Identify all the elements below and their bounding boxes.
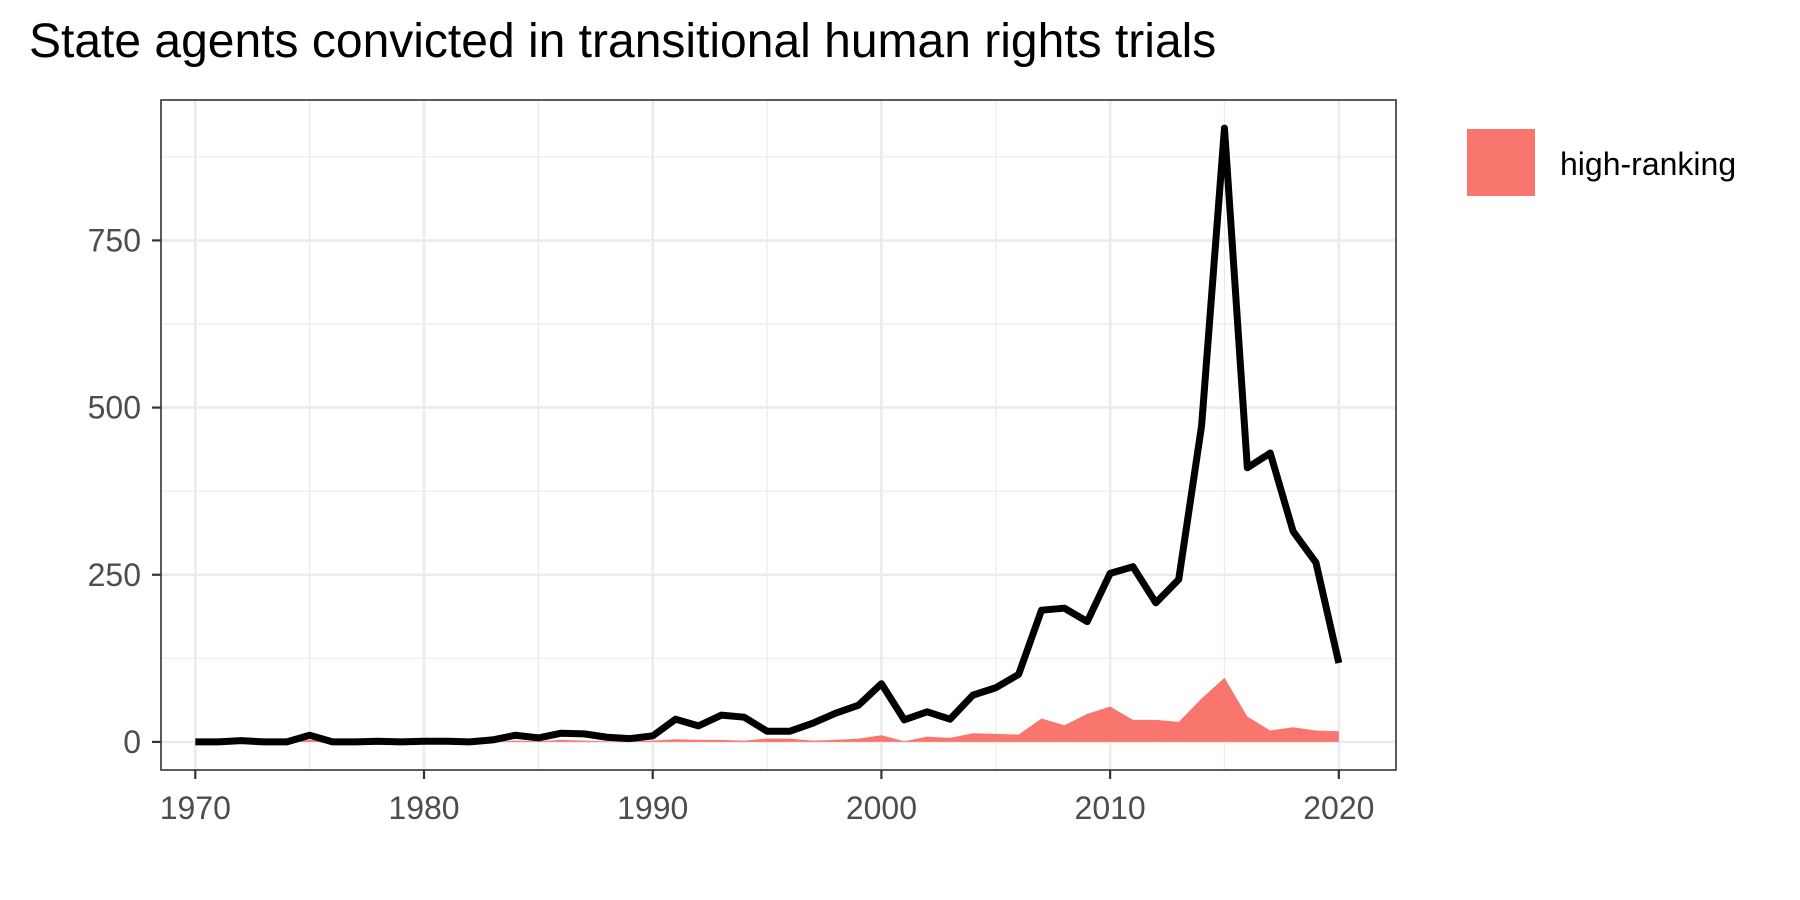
line-series-layer — [195, 124, 1343, 746]
area-high-ranking — [195, 677, 1339, 742]
axes: 0 250 500 750 1970 1980 1990 2000 2010 2020 — [88, 222, 1375, 826]
chart-title: State agents convicted in transitional h… — [29, 15, 1217, 68]
plot-panel-background — [161, 100, 1396, 770]
x-tick-label: 2000 — [846, 790, 917, 826]
x-tick-label: 1970 — [160, 790, 231, 826]
x-tick-label: 2020 — [1303, 790, 1374, 826]
grid-lines — [161, 100, 1396, 770]
y-tick-label: 500 — [88, 390, 141, 426]
y-tick-label: 0 — [123, 724, 141, 760]
legend-label-0: high-ranking — [1560, 146, 1736, 182]
legend: high-ranking — [1467, 129, 1736, 196]
x-tick-label: 1980 — [388, 790, 459, 826]
x-tick-label: 2010 — [1075, 790, 1146, 826]
y-tick-label: 250 — [88, 557, 141, 593]
line-total-convicted — [195, 124, 1343, 746]
x-tick-label: 1990 — [617, 790, 688, 826]
legend-key-0 — [1467, 129, 1535, 196]
area-series-layer — [195, 677, 1339, 742]
y-tick-label: 750 — [88, 222, 141, 258]
plot-panel-border — [160, 99, 1397, 771]
